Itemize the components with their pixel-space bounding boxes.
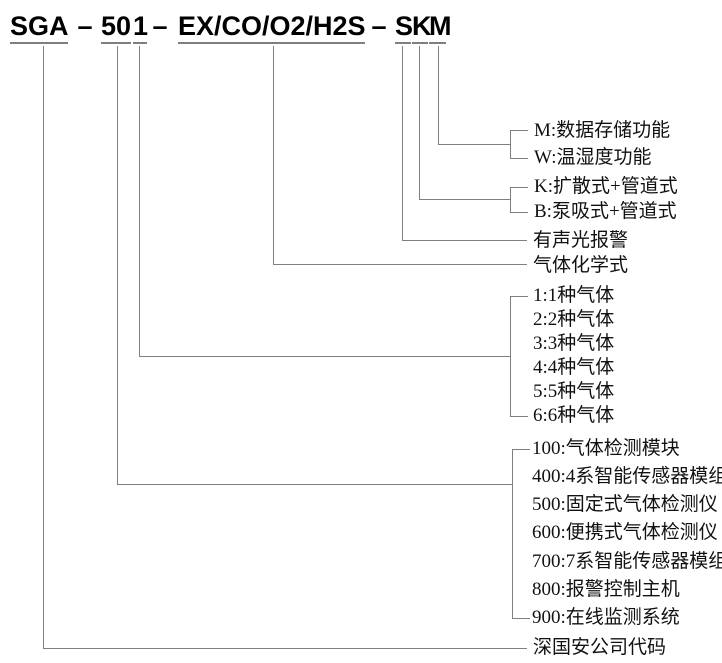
bracket-gas-count-tick-top [510, 296, 528, 297]
bracket-gas-count-vertical [510, 296, 511, 416]
label-series-500: 500:固定式气体检测仪 [532, 494, 718, 515]
connector-s-vertical [402, 46, 403, 240]
bracket-storage-tick-bottom [510, 158, 528, 159]
label-storage-w: W:温湿度功能 [534, 147, 652, 168]
separator-dash-1: – [77, 11, 93, 41]
label-gas-count-4: 4:4种气体 [533, 357, 615, 378]
bracket-storage-vertical [510, 130, 511, 159]
model-segment-gas-count: 1 [133, 12, 148, 44]
connector-series-horizontal [117, 484, 512, 485]
label-storage-m: M:数据存储功能 [534, 120, 671, 141]
connector-m-horizontal [438, 144, 510, 145]
connector-s-horizontal [402, 240, 527, 241]
bracket-storage-tick-top [510, 130, 528, 131]
model-segment-gas-formula: EX/CO/O2/H2S [178, 12, 366, 44]
model-segment-option-s: S [395, 12, 413, 44]
label-series-600: 600:便携式气体检测仪 [532, 522, 718, 543]
separator-dash-2: – [152, 11, 168, 41]
label-gas-count-6: 6:6种气体 [533, 405, 615, 426]
connector-series-vertical [117, 46, 118, 484]
model-segment-option-m: M [429, 12, 452, 44]
label-series-800: 800:报警控制主机 [532, 579, 680, 600]
label-alarm: 有声光报警 [533, 230, 629, 251]
bracket-series-tick-bottom [512, 618, 530, 619]
label-gas-count-2: 2:2种气体 [533, 309, 615, 330]
label-series-700: 700:7系智能传感器模组 [532, 551, 722, 572]
label-sampling-k: K:扩散式+管道式 [534, 176, 678, 197]
bracket-series-tick-top [512, 449, 530, 450]
label-series-900: 900:在线监测系统 [532, 607, 680, 628]
connector-gas-count-horizontal [139, 356, 510, 357]
connector-m-vertical [438, 46, 439, 144]
bracket-sampling-vertical [510, 187, 511, 213]
label-sampling-b: B:泵吸式+管道式 [534, 201, 677, 222]
connector-company-vertical [43, 46, 44, 648]
connector-k-vertical [419, 46, 420, 199]
label-gas-count-1: 1:1种气体 [533, 285, 615, 306]
label-company-code: 深国安公司代码 [533, 637, 667, 658]
connector-company-horizontal [43, 648, 527, 649]
label-gas-count-5: 5:5种气体 [533, 381, 615, 402]
separator-dash-3: – [371, 11, 387, 41]
label-series-400: 400:4系智能传感器模组 [532, 466, 722, 487]
model-segment-series: 50 [101, 12, 131, 44]
bracket-gas-count-tick-bottom [510, 416, 528, 417]
model-segment-option-k: K [412, 12, 432, 44]
connector-k-horizontal [419, 199, 510, 200]
connector-formula-horizontal [273, 264, 527, 265]
model-segment-company: SGA [10, 12, 69, 44]
bracket-sampling-tick-top [510, 187, 528, 188]
bracket-sampling-tick-bottom [510, 212, 528, 213]
label-series-100: 100:气体检测模块 [532, 438, 680, 459]
connector-gas-count-vertical [139, 46, 140, 356]
connector-formula-vertical [273, 46, 274, 264]
label-gas-formula: 气体化学式 [533, 255, 629, 276]
bracket-series-vertical [512, 449, 513, 618]
label-gas-count-3: 3:3种气体 [533, 333, 615, 354]
